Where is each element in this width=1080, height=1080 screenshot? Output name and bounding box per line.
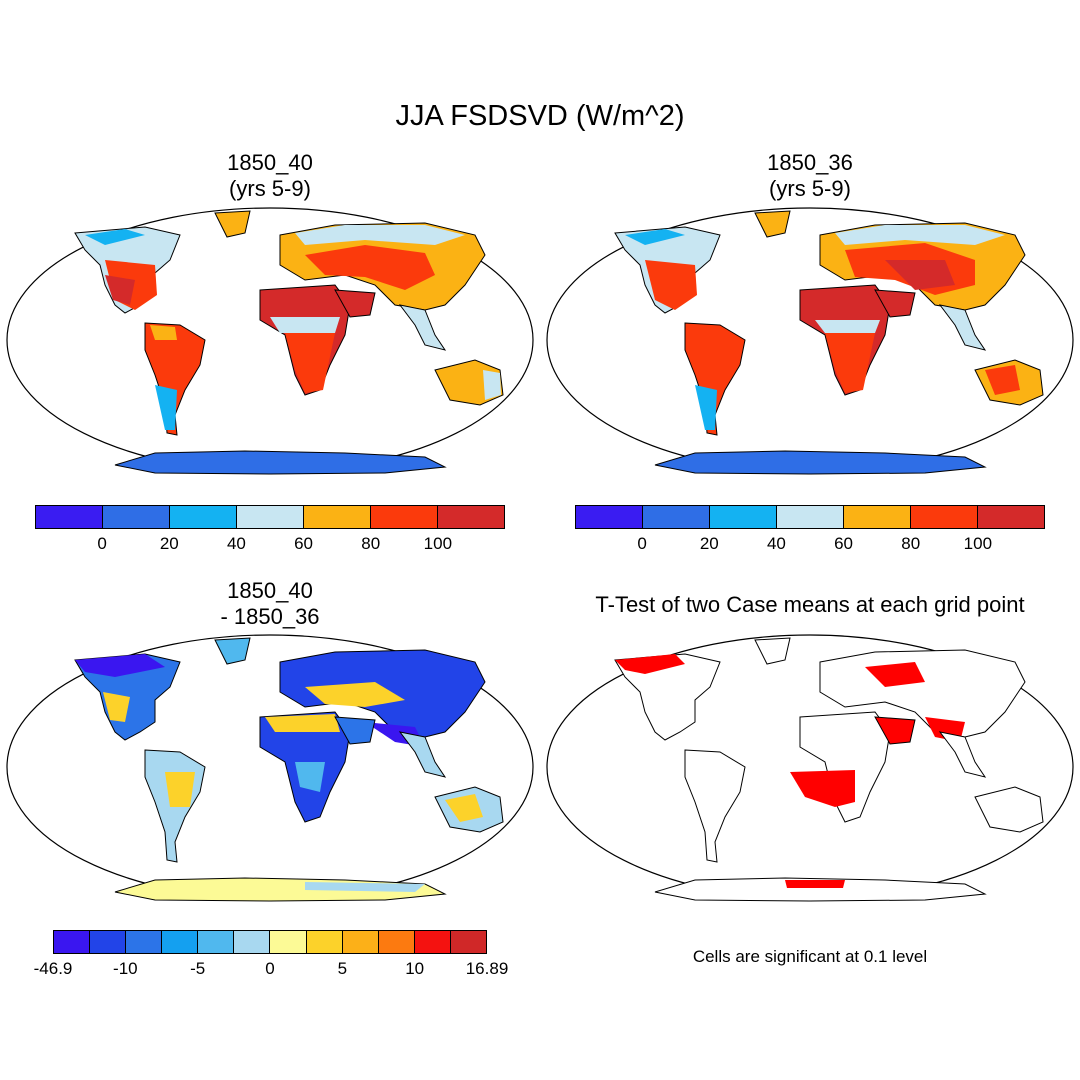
colorbar-tick-label: 10 [405, 959, 425, 978]
colorbar-tick-label: 5 [337, 959, 348, 978]
colorbar-swatch [450, 931, 486, 953]
colorbar-swatch [576, 506, 643, 528]
colorbar-tick-label: -5 [190, 959, 206, 978]
colorbar-swatch [304, 506, 371, 528]
panel-title-case1: 1850_40 (yrs 5-9) [227, 150, 313, 201]
colorbar-case1: 0 20 40 60 80 100 [35, 505, 505, 553]
colorbar-swatch [198, 931, 235, 953]
colorbar-tick-label: 60 [834, 534, 854, 553]
colorbar-swatch [643, 506, 710, 528]
map-case2-svg [546, 207, 1074, 475]
colorbar-swatch [438, 506, 504, 528]
colorbar-tick-label: 60 [294, 534, 314, 553]
colorbar-swatch [342, 931, 379, 953]
colorbar-swatch [234, 931, 271, 953]
colorbar-swatch [126, 931, 163, 953]
map-ttest-svg [546, 634, 1074, 902]
colorbar-swatch [90, 931, 127, 953]
figure-title: JJA FSDSVD (W/m^2) [395, 100, 685, 132]
colorbar-swatch [306, 931, 343, 953]
colorbar-swatch [844, 506, 911, 528]
colorbar-swatch [710, 506, 777, 528]
colorbar-tick-label: -46.9 [33, 959, 73, 978]
colorbar-tick-label: 16.89 [465, 959, 509, 978]
panel-title-ttest: T-Test of two Case means at each grid po… [595, 592, 1025, 617]
colorbar-swatch [270, 931, 307, 953]
colorbar-tick-label: 80 [901, 534, 921, 553]
panel-title-diff: 1850_40 - 1850_36 [220, 578, 320, 629]
map-diff-svg [6, 634, 534, 902]
map-ttest [545, 632, 1075, 902]
colorbar-swatch [237, 506, 304, 528]
colorbar-tick-label: 20 [699, 534, 719, 553]
colorbar-tick-label: -10 [113, 959, 138, 978]
colorbar-case1-swatches [35, 505, 505, 529]
colorbar-tick-label: 0 [637, 534, 647, 553]
colorbar-swatch [777, 506, 844, 528]
ttest-note: Cells are significant at 0.1 level [692, 947, 928, 966]
map-case1 [5, 205, 535, 475]
colorbar-swatch [911, 506, 978, 528]
colorbar-swatch [378, 931, 415, 953]
panel-title-case2: 1850_36 (yrs 5-9) [767, 150, 853, 201]
colorbar-case2: 0 20 40 60 80 100 [575, 505, 1045, 553]
colorbar-tick-label: 40 [766, 534, 786, 553]
colorbar-swatch [414, 931, 451, 953]
colorbar-tick-label: 20 [159, 534, 179, 553]
colorbar-diff-swatches [53, 930, 487, 954]
colorbar-swatch [54, 931, 91, 953]
colorbar-tick-label: 0 [97, 534, 107, 553]
colorbar-tick-label: 100 [963, 534, 993, 553]
colorbar-tick-label: 0 [265, 959, 275, 978]
colorbar-case2-swatches [575, 505, 1045, 529]
colorbar-tick-label: 80 [361, 534, 381, 553]
map-diff [5, 632, 535, 902]
colorbar-swatch [103, 506, 170, 528]
colorbar-tick-label: 40 [226, 534, 246, 553]
colorbar-tick-label: 100 [423, 534, 453, 553]
colorbar-swatch [36, 506, 103, 528]
colorbar-swatch [162, 931, 199, 953]
colorbar-swatch [978, 506, 1044, 528]
map-case1-svg [6, 207, 534, 475]
map-case2 [545, 205, 1075, 475]
colorbar-diff: -46.9 -10 -5 0 5 10 16.89 [34, 930, 508, 978]
colorbar-swatch [371, 506, 438, 528]
colorbar-swatch [170, 506, 237, 528]
